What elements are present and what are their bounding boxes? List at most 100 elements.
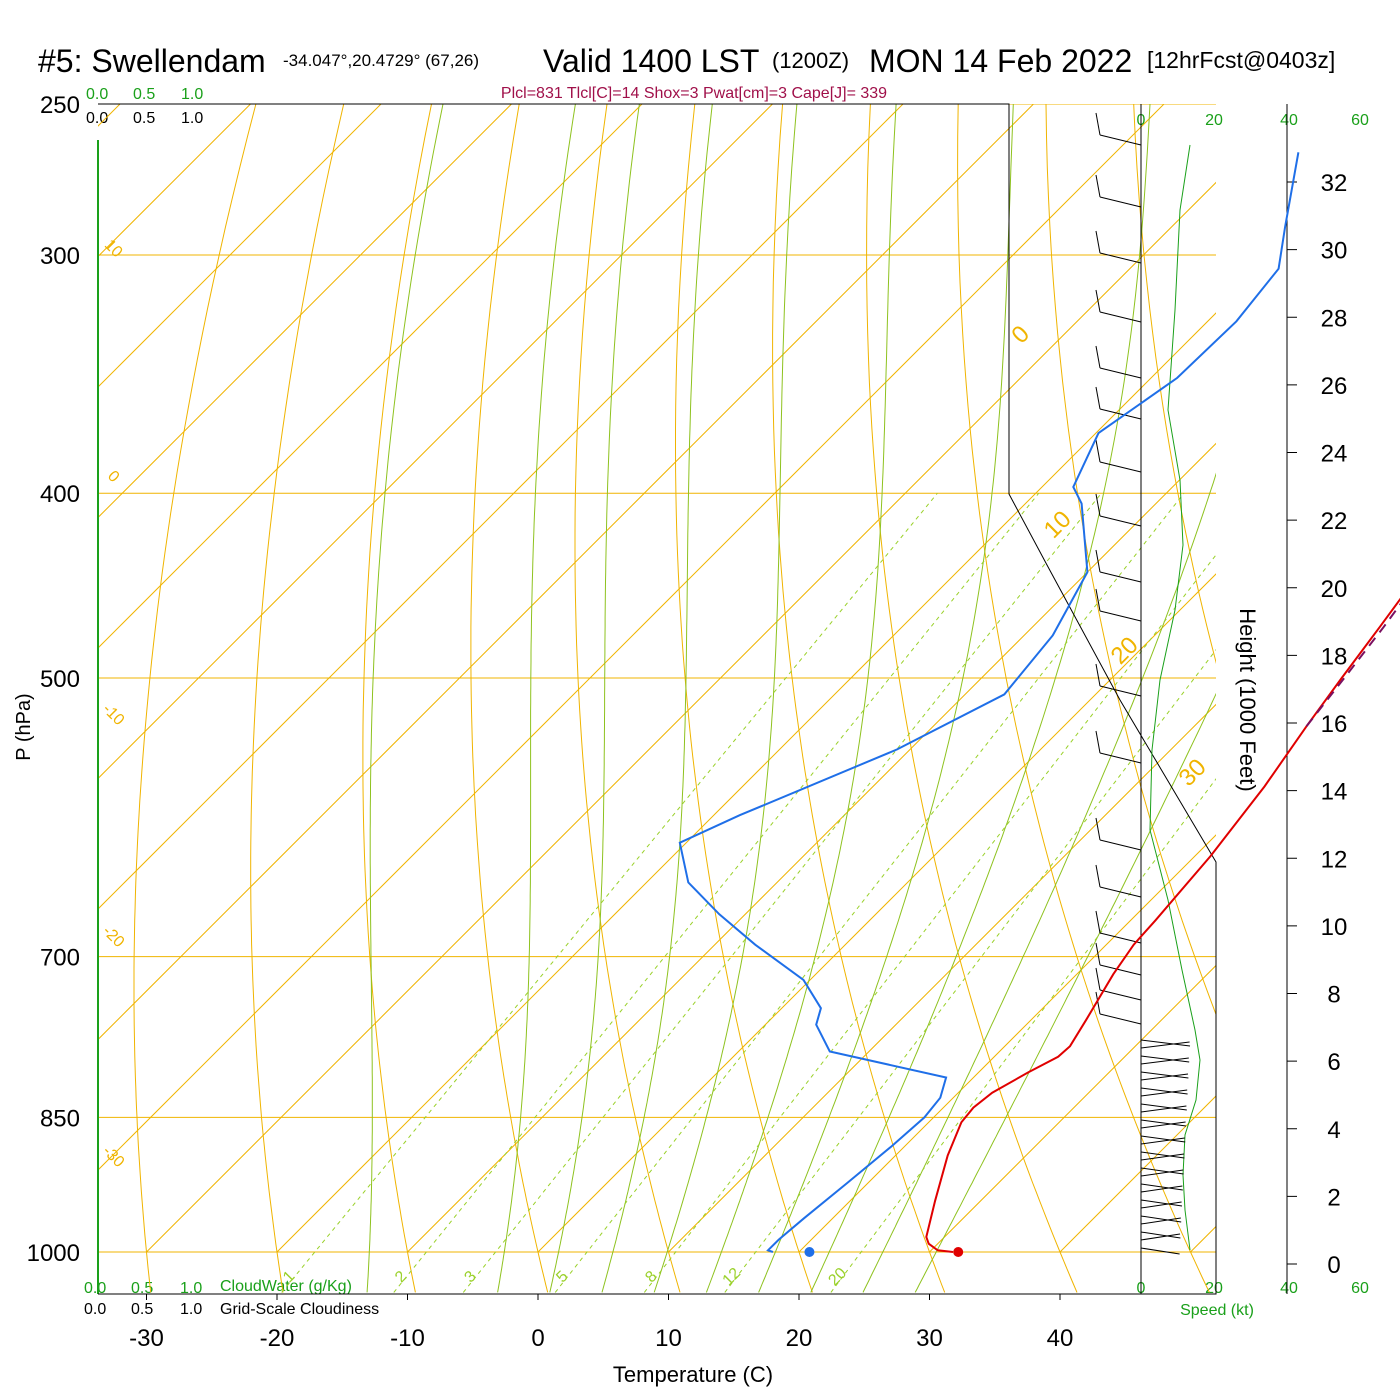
isotherm-line xyxy=(98,104,382,388)
temp-tick-label: 20 xyxy=(786,1325,813,1352)
isotherm-line xyxy=(668,703,1216,1253)
dry-adiabat xyxy=(1133,104,1216,665)
profiles xyxy=(678,152,1400,1257)
isotherm-label: 0 xyxy=(1006,320,1035,349)
wind-barb xyxy=(1095,588,1142,622)
wind-barb xyxy=(1140,1201,1182,1209)
height-tick-label: 10 xyxy=(1321,914,1348,941)
wind-barb xyxy=(1140,1119,1187,1127)
height-tick-label: 30 xyxy=(1321,238,1348,265)
height-tick-label: 14 xyxy=(1321,779,1348,806)
dry-adiabat xyxy=(1045,104,1216,1016)
moist-adiabat xyxy=(914,692,1216,1293)
pressure-tick-label: 700 xyxy=(40,945,80,972)
wind-barb xyxy=(1140,1103,1187,1111)
station-coords: -34.047°,20.4729° (67,26) xyxy=(283,51,479,70)
height-tick-label: 16 xyxy=(1321,711,1348,738)
wind-barb xyxy=(1140,1183,1183,1191)
wind-barb xyxy=(1095,663,1142,697)
wind-barbs xyxy=(1095,112,1201,1255)
wind-barb xyxy=(1140,1151,1185,1159)
height-axis-title: Height (1000 Feet) xyxy=(1235,608,1260,791)
cloud-tick-label: 0.0 xyxy=(84,1301,106,1318)
height-tick-label: 2 xyxy=(1327,1184,1340,1211)
cloud-scale-bottom: 0.0 0.5 1.0 CloudWater (g/Kg) 0.0 0.5 1.… xyxy=(84,1278,379,1318)
cloud-tick-label: 0.5 xyxy=(133,86,155,103)
wind-barb xyxy=(1095,991,1142,1025)
wind-barb xyxy=(1140,1039,1191,1047)
height-tick-label: 32 xyxy=(1321,170,1348,197)
speed-scale: 0 20 40 60 0 20 40 60 Speed (kt) xyxy=(1137,112,1369,1319)
speed-tick-label: 20 xyxy=(1205,1280,1223,1297)
wind-barb xyxy=(1140,1169,1184,1177)
isotherm-line xyxy=(98,104,643,649)
mixing-ratio-line xyxy=(462,492,1102,1293)
isotherm-label: -20 xyxy=(99,923,127,951)
wind-barb xyxy=(1095,549,1142,583)
x-axis-title: Temperature (C) xyxy=(613,1362,773,1387)
wind-barb xyxy=(1095,439,1142,473)
forecast-info: [12hrFcst@0403z] xyxy=(1147,47,1335,73)
cloud-tick-label: 0.0 xyxy=(86,110,108,127)
dewpoint-surface-marker xyxy=(804,1247,815,1257)
mixing-ratio-label: 12 xyxy=(720,1265,745,1290)
dewpoint-profile xyxy=(678,152,1300,1253)
pressure-tick-label: 400 xyxy=(40,481,80,508)
wind-barb xyxy=(1095,289,1142,323)
mixing-ratio-line xyxy=(830,778,1216,1293)
isotherm-line xyxy=(98,104,904,910)
wind-barb xyxy=(1095,174,1142,208)
dry-adiabat xyxy=(574,104,681,1293)
isotherm-label: -30 xyxy=(99,1143,127,1171)
dry-adiabat xyxy=(133,104,257,1293)
isotherm-line xyxy=(929,964,1216,1253)
speed-axis-label: Speed (kt) xyxy=(1180,1302,1254,1319)
pressure-tick-label: 500 xyxy=(40,666,80,693)
height-tick-label: 26 xyxy=(1321,373,1348,400)
y-axis-title: P (hPa) xyxy=(13,693,35,760)
wind-speed-profile xyxy=(1149,144,1201,1251)
pressure-tick-label: 850 xyxy=(40,1105,80,1132)
temperature-profile xyxy=(925,597,1400,1253)
height-tick-label: 18 xyxy=(1321,643,1348,670)
isotherm-line xyxy=(1190,1225,1216,1253)
speed-tick-label: 60 xyxy=(1351,1280,1369,1297)
mixing-ratio-label: 2 xyxy=(392,1268,410,1286)
dry-adiabat xyxy=(866,104,1078,1293)
moist-adiabat xyxy=(810,104,1151,1293)
wind-barb xyxy=(1095,967,1142,1001)
temp-tick-label: 40 xyxy=(1047,1325,1074,1352)
height-tick-label: 12 xyxy=(1321,846,1348,873)
wind-barb xyxy=(1095,345,1142,379)
temp-tick-label: -10 xyxy=(390,1325,425,1352)
station-title: #5: Swellendam xyxy=(38,43,266,79)
mixing-ratio-line xyxy=(554,492,1185,1293)
wind-barb xyxy=(1140,1199,1183,1207)
cloudiness-label: Grid-Scale Cloudiness xyxy=(220,1301,379,1318)
wind-barb xyxy=(1095,942,1142,976)
pressure-tick-label: 250 xyxy=(40,92,80,119)
wind-barb xyxy=(1140,1121,1186,1129)
wind-barb xyxy=(1140,1137,1185,1145)
wind-barb xyxy=(1140,1087,1188,1095)
mixing-ratio-label: 8 xyxy=(642,1268,660,1286)
temp-tick-label: 30 xyxy=(916,1325,943,1352)
moist-adiabat xyxy=(549,104,640,1293)
isotherm-label: 30 xyxy=(1174,754,1212,792)
mixing-ratio-line xyxy=(393,492,1040,1293)
isotherm-line xyxy=(537,573,1216,1253)
cloud-tick-label: 1.0 xyxy=(181,86,203,103)
wind-barb xyxy=(1140,1167,1184,1175)
wind-barb xyxy=(1095,493,1142,527)
mixing-ratio-label: 3 xyxy=(461,1268,479,1286)
wind-barb xyxy=(1140,1055,1190,1063)
wind-barb xyxy=(1140,1041,1190,1049)
wind-barb xyxy=(1140,1071,1189,1079)
mixing-ratio-label: 20 xyxy=(825,1265,850,1290)
pressure-tick-label: 300 xyxy=(40,243,80,270)
wind-barb xyxy=(1140,1135,1186,1143)
wind-barb xyxy=(1095,386,1142,420)
cloud-tick-label: 1.0 xyxy=(181,110,203,127)
temperature-surface-marker xyxy=(953,1247,964,1257)
